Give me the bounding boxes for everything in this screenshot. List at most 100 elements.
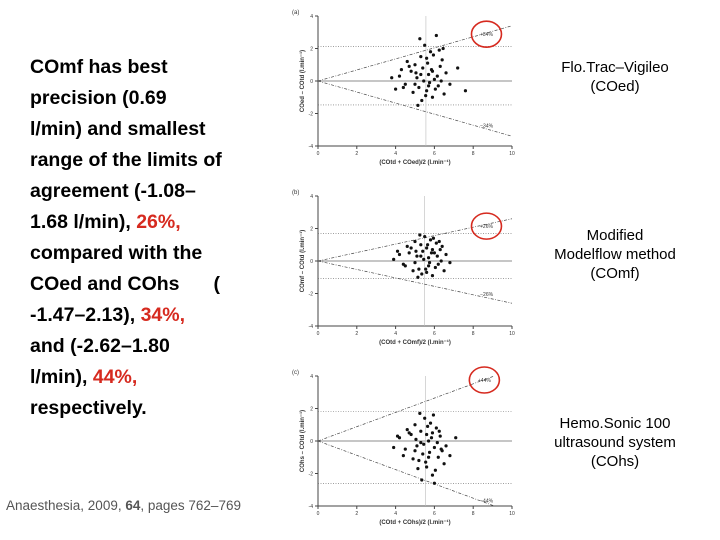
x-tick-label: 0: [317, 331, 320, 337]
data-point: [432, 77, 436, 81]
data-point: [435, 441, 439, 445]
data-point: [392, 445, 396, 450]
citation-volume: 64: [125, 498, 141, 513]
lower-percent-line: [317, 440, 495, 507]
chart-panel-2: -4 -2 0 2 4 0 2 4 6 8 10 (b) (COtd + COmf)/2 (l.min⁻…: [292, 190, 515, 346]
data-point: [434, 241, 438, 245]
y-axis-title: COhs – COtd (l.min⁻¹): [299, 410, 306, 472]
data-point: [405, 59, 409, 64]
lower-percent-line: [317, 80, 513, 137]
data-point: [434, 33, 438, 38]
x-axis-title: (COtd + COhs)/2 (l.min⁻¹): [379, 519, 450, 526]
label-flotrac-line-2: (COed): [590, 78, 640, 95]
y-tick-label: -2: [309, 292, 314, 298]
upper-percent-label: +44%: [478, 378, 491, 384]
lower-percent-label: −44%: [480, 498, 493, 504]
data-point: [431, 53, 436, 57]
text-line-8: COed and COhs: [30, 273, 180, 295]
data-point: [413, 63, 417, 67]
text-line-11: l/min),: [30, 366, 93, 388]
x-tick-label: 8: [472, 331, 475, 337]
data-point: [420, 478, 424, 482]
data-point: [422, 257, 426, 261]
data-point: [427, 450, 432, 454]
data-point: [428, 238, 433, 242]
label-hemosonic-line-2: ultrasound system: [554, 434, 676, 451]
x-tick-label: 0: [317, 151, 320, 157]
data-point: [401, 454, 405, 458]
data-point: [448, 261, 452, 265]
text-line-4: range of the limits of: [30, 149, 222, 171]
data-point: [429, 251, 434, 255]
panel-letter: (c): [292, 370, 299, 376]
chart-panel-3: -4 -2 0 2 4 0 2 4 6 8 10 (c) (COtd + COhs)/2 (l.min⁻…: [292, 366, 515, 526]
data-point: [419, 254, 423, 258]
data-point: [416, 467, 420, 471]
data-point: [426, 424, 430, 428]
data-point: [425, 270, 429, 274]
x-tick-label: 4: [394, 331, 397, 337]
data-point: [432, 481, 436, 485]
data-point: [444, 444, 448, 448]
data-point: [401, 262, 405, 266]
data-point: [434, 426, 438, 430]
x-tick-label: 0: [317, 511, 320, 517]
data-point: [426, 264, 431, 268]
y-tick-label: -4: [309, 324, 314, 330]
y-axis-title: COed – COtd (l.min⁻¹): [299, 50, 306, 112]
data-point: [439, 259, 443, 263]
data-point: [424, 267, 428, 271]
data-point: [415, 76, 419, 80]
data-point: [419, 441, 423, 445]
data-point: [422, 79, 426, 83]
data-point: [425, 56, 429, 60]
data-point: [430, 95, 435, 99]
data-point: [436, 84, 440, 88]
y-tick-label: 2: [310, 227, 313, 233]
y-tick-label: -4: [309, 504, 314, 510]
text-line-2: precision (0.69: [30, 87, 167, 109]
data-point: [437, 239, 441, 244]
data-point: [440, 244, 444, 248]
text-line-7: compared with the: [30, 242, 203, 264]
upper-percent-label: +34%: [480, 32, 493, 38]
data-point: [439, 447, 443, 451]
data-point: [415, 444, 419, 448]
data-point: [419, 243, 423, 247]
data-point: [426, 61, 430, 65]
data-point: [390, 76, 394, 80]
y-tick-label: -2: [309, 112, 314, 118]
x-axis-title: (COtd + COed)/2 (l.min⁻¹): [379, 159, 450, 166]
data-point: [414, 249, 418, 253]
data-point: [403, 447, 407, 451]
text-line-6: 1.68 l/min),: [30, 211, 137, 233]
data-point: [414, 437, 418, 441]
data-point: [426, 256, 431, 260]
data-point: [417, 85, 421, 90]
data-point: [423, 416, 427, 420]
data-point: [423, 235, 427, 239]
x-tick-label: 10: [509, 331, 515, 337]
data-point: [431, 413, 436, 417]
data-point: [425, 89, 429, 93]
data-point: [444, 71, 448, 75]
highlight-44-percent: 44%,: [92, 366, 138, 388]
data-point: [411, 269, 415, 273]
highlight-circle: [470, 20, 503, 48]
y-tick-label: -2: [309, 472, 314, 478]
data-point: [409, 246, 413, 250]
data-point: [442, 92, 446, 96]
y-tick-label: 2: [310, 47, 313, 53]
data-point: [432, 445, 436, 450]
data-point: [419, 72, 423, 77]
data-point: [430, 69, 435, 73]
data-point: [426, 455, 431, 459]
data-point: [418, 233, 422, 237]
data-point: [424, 460, 428, 464]
data-point: [399, 68, 404, 72]
x-axis-title: (COtd + COmf)/2 (l.min⁻¹): [379, 339, 451, 346]
x-tick-label: 6: [433, 331, 436, 337]
data-point: [403, 82, 407, 86]
data-point: [395, 249, 400, 253]
